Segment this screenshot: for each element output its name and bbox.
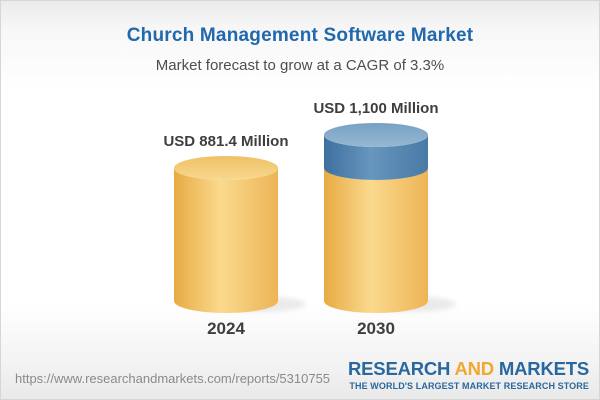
logo-wordmark: RESEARCH AND MARKETS <box>348 357 589 379</box>
logo-word-research: RESEARCH <box>348 357 451 379</box>
value-label-2030: USD 1,100 Million <box>313 100 438 117</box>
chart-header: Church Management Software Market Market… <box>1 25 599 74</box>
logo-tagline: THE WORLD'S LARGEST MARKET RESEARCH STOR… <box>349 381 589 391</box>
category-label-2024: 2024 <box>207 319 245 338</box>
bar-2030-growth-segment <box>324 135 428 180</box>
chart-subtitle: Market forecast to grow at a CAGR of 3.3… <box>155 57 445 74</box>
bar-2030-base-segment <box>324 167 428 313</box>
bar-2024-top-cap <box>174 155 278 180</box>
category-label-2030: 2030 <box>357 319 395 338</box>
value-label-2024: USD 881.4 Million <box>163 133 288 150</box>
research-and-markets-logo: RESEARCH AND MARKETS THE WORLD'S LARGEST… <box>348 357 589 392</box>
logo-word-markets: MARKETS <box>498 357 589 379</box>
logo-word-and: AND <box>454 357 494 379</box>
chart-title: Church Management Software Market <box>126 25 474 46</box>
bar-2030-top-cap <box>324 123 428 147</box>
report-url: https://www.researchandmarkets.com/repor… <box>15 371 331 386</box>
bar-2024-base-segment <box>174 167 278 313</box>
